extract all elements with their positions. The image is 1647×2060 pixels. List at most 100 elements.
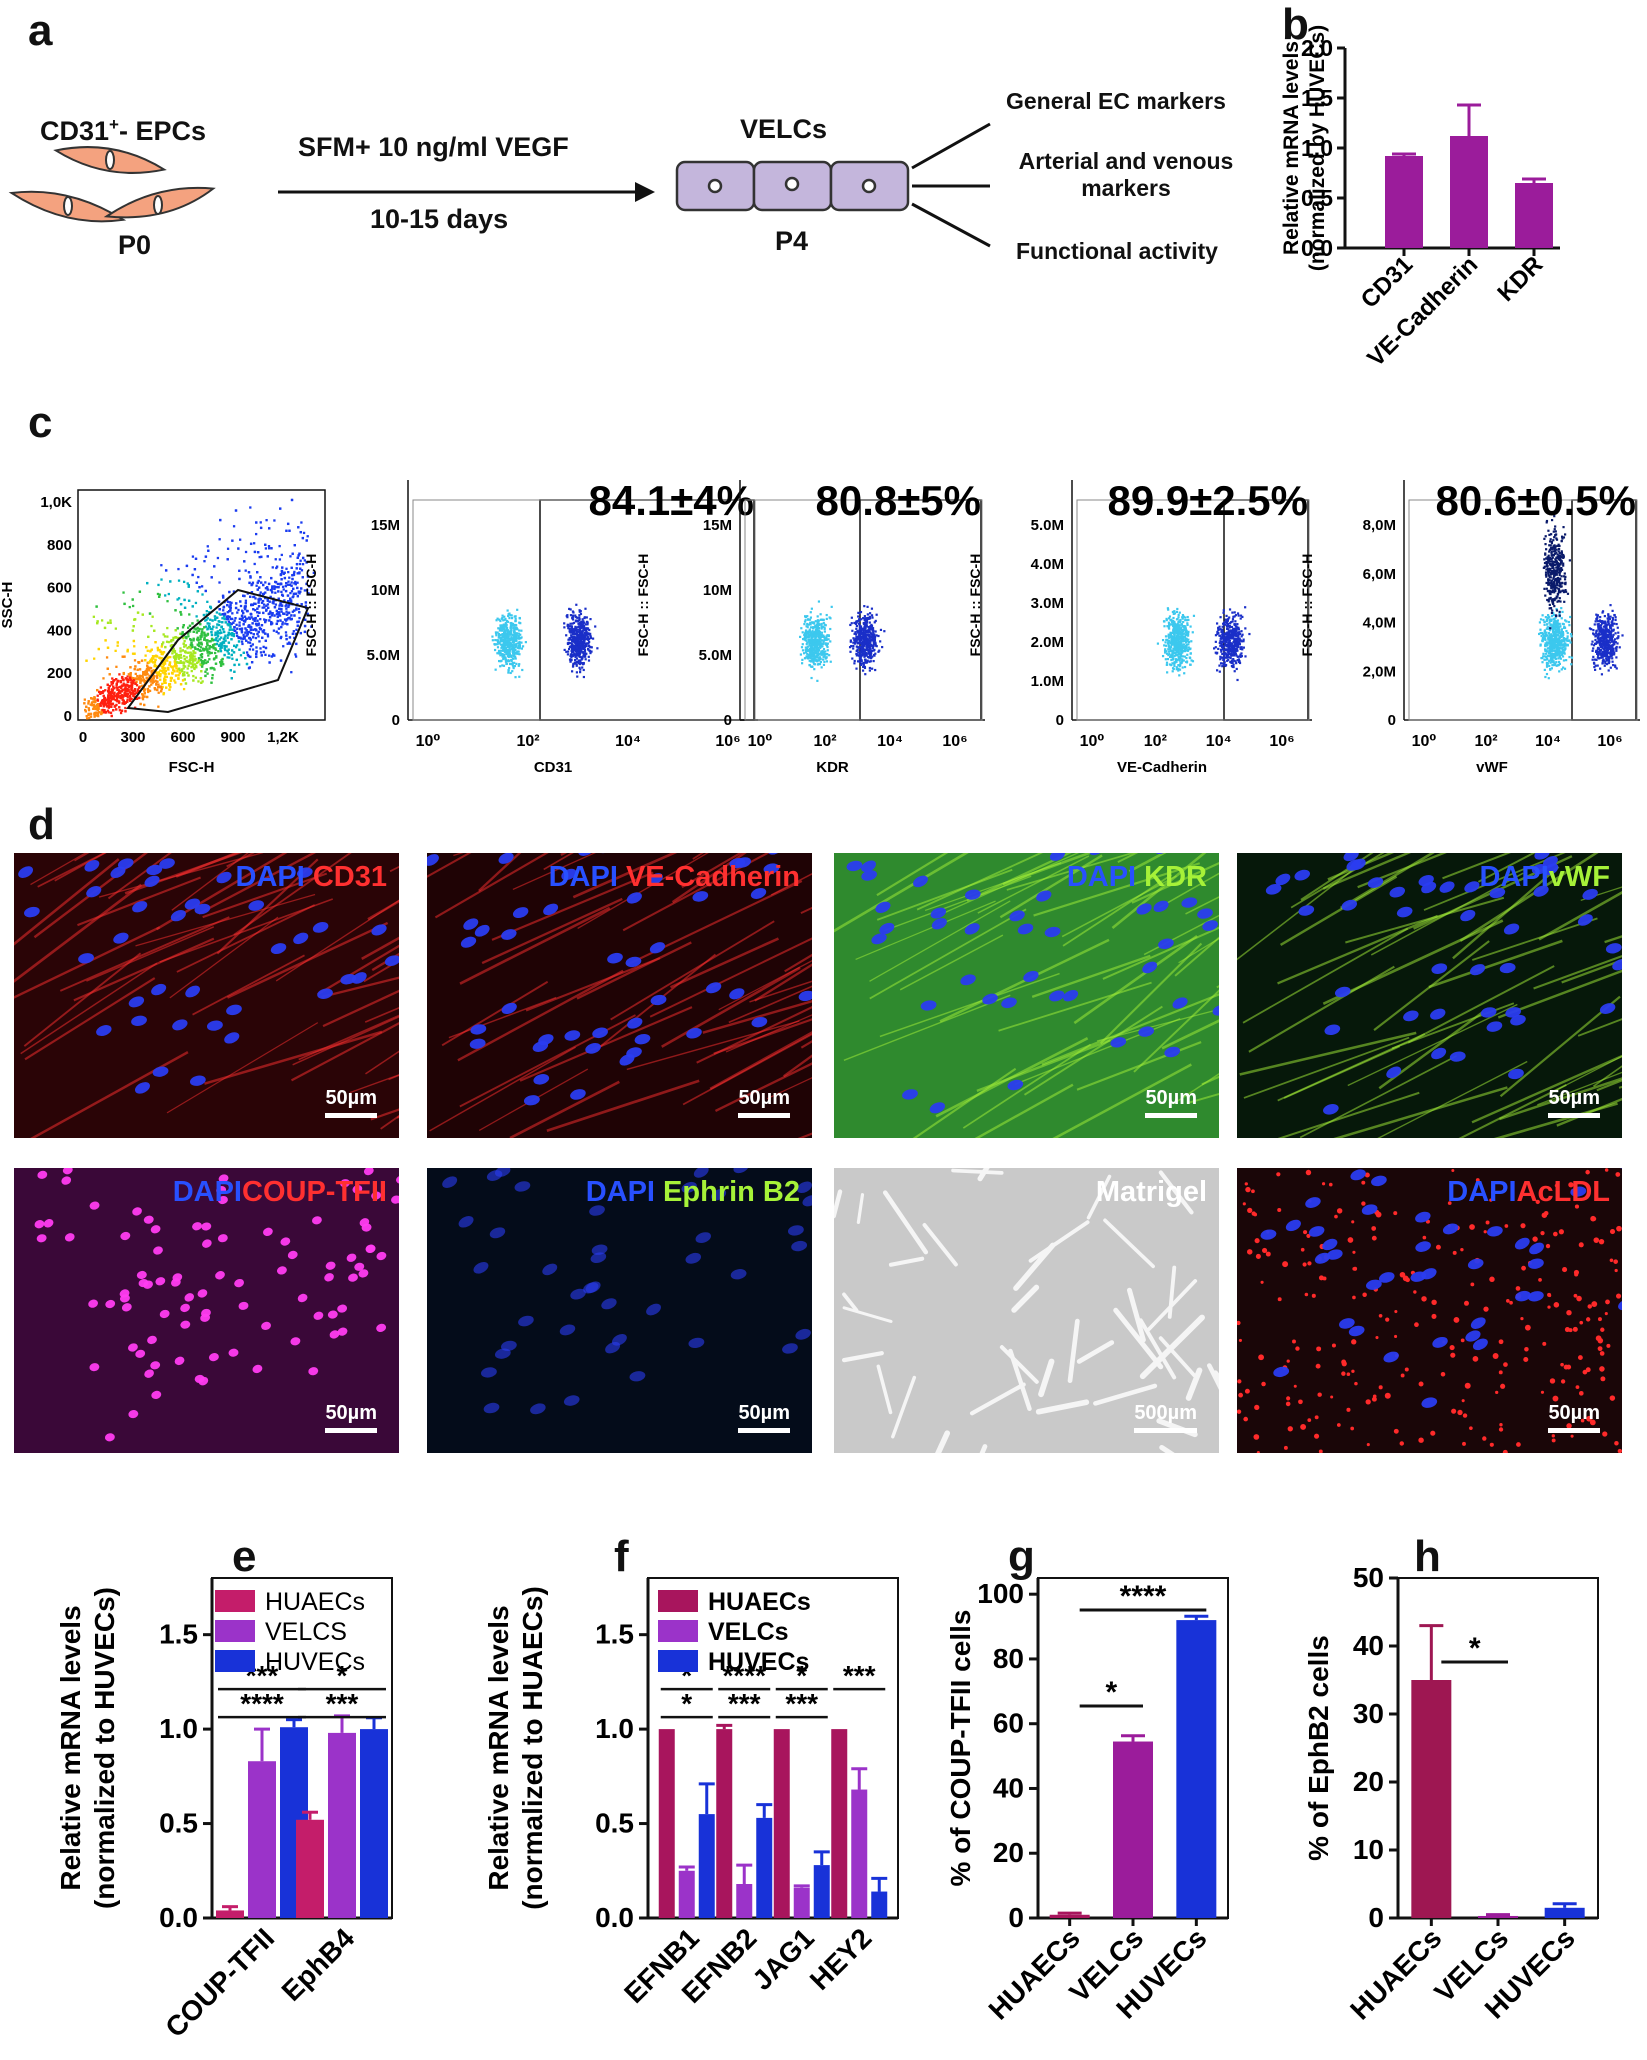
scatter-event xyxy=(192,639,195,642)
scatter-event xyxy=(262,583,265,587)
scatter-event xyxy=(197,641,201,645)
flow-event xyxy=(1179,640,1183,643)
scatter-event xyxy=(301,563,305,566)
flow-event xyxy=(515,633,518,637)
scatter-event xyxy=(271,653,275,656)
scatter-event xyxy=(274,558,277,561)
flow-event xyxy=(501,629,504,632)
epcs-label: CD31+- EPCs xyxy=(40,115,206,146)
flow-event xyxy=(510,617,514,620)
flow-event xyxy=(1242,638,1245,641)
scatter-event xyxy=(262,611,265,615)
flow-event xyxy=(866,637,869,640)
flow-event xyxy=(806,622,809,626)
flow-event xyxy=(1229,629,1233,632)
flow-event xyxy=(870,639,873,642)
flow-event xyxy=(513,623,516,627)
flow-event xyxy=(815,633,818,636)
scatter-event xyxy=(208,658,211,661)
scatter-event xyxy=(162,663,165,667)
flow-event xyxy=(500,636,503,640)
scatter-event xyxy=(92,707,95,710)
scatter-event xyxy=(141,698,145,701)
flow-event xyxy=(509,631,512,635)
flow-event xyxy=(579,635,582,638)
flow-event xyxy=(515,627,518,630)
flow-event xyxy=(858,619,861,622)
scatter-event xyxy=(177,579,181,582)
scatter-event xyxy=(190,641,193,645)
flow-event xyxy=(512,634,515,637)
flow-event xyxy=(871,667,874,670)
flow-event xyxy=(1186,615,1189,619)
flow-event xyxy=(571,654,575,657)
scatter-event xyxy=(127,680,130,684)
flow-event xyxy=(1168,639,1171,642)
flow-event xyxy=(587,644,591,648)
scatter-event xyxy=(148,612,152,615)
flow-event xyxy=(849,640,852,643)
scatter-event xyxy=(259,627,263,631)
flow-event xyxy=(578,631,582,634)
scatter-event xyxy=(117,701,121,704)
flow-event xyxy=(809,634,812,637)
flow-event xyxy=(1169,635,1173,638)
flow-event xyxy=(816,656,819,659)
flow-event xyxy=(571,614,575,617)
scatter-event xyxy=(121,694,124,697)
scatter-event xyxy=(306,535,309,538)
flow-event xyxy=(813,649,817,652)
scatter-event xyxy=(207,654,210,657)
flow-event xyxy=(1182,649,1185,653)
flow-event xyxy=(861,645,864,648)
scatter-event xyxy=(145,668,149,671)
scatter-event xyxy=(131,629,135,632)
scatter-event xyxy=(144,679,147,683)
b-y-tick-label: 1.0 xyxy=(1301,135,1333,161)
scatter-event xyxy=(192,674,195,678)
flow-event xyxy=(855,654,858,657)
flow-event xyxy=(868,629,871,632)
flow-event xyxy=(807,631,810,634)
flow-event xyxy=(870,607,874,610)
scatter-event xyxy=(255,521,258,524)
flow-event xyxy=(506,620,510,623)
scatter-event xyxy=(130,691,133,695)
flow-event xyxy=(508,662,512,666)
scatter-event xyxy=(224,639,227,642)
flow-event xyxy=(1177,664,1180,667)
flow-event xyxy=(574,655,577,659)
flow-event xyxy=(808,659,811,662)
scatter-event xyxy=(126,696,129,699)
scatter-event xyxy=(214,647,217,650)
flow-event xyxy=(866,605,869,608)
flow-event xyxy=(580,658,583,661)
scatter-event xyxy=(126,675,129,678)
flow-event xyxy=(510,642,513,645)
scatter-event xyxy=(267,545,271,548)
flow-event xyxy=(578,616,581,619)
scatter-event xyxy=(182,624,185,627)
flow-event xyxy=(819,646,822,650)
flow-event xyxy=(512,667,515,670)
scatter-y-tick: 200 xyxy=(47,665,72,682)
scatter-event xyxy=(233,625,236,629)
scatter-y-label: SSC-H xyxy=(0,582,16,629)
scatter-event xyxy=(116,679,120,683)
flow-event xyxy=(565,650,568,653)
scatter-event xyxy=(300,587,303,590)
flow-event xyxy=(580,632,584,635)
outcome-general: General EC markers xyxy=(1006,88,1226,114)
scatter-event xyxy=(156,646,159,650)
flow-event xyxy=(803,623,806,626)
scatter-event xyxy=(299,567,302,570)
scatter-event xyxy=(196,619,199,622)
scatter-event xyxy=(132,693,135,696)
scatter-event xyxy=(99,692,102,695)
scatter-event xyxy=(150,624,153,628)
scatter-event xyxy=(168,663,171,667)
b-y-tick-label: 0.0 xyxy=(1301,235,1333,261)
flow-event xyxy=(858,645,861,649)
scatter-event xyxy=(285,567,288,570)
flow-event xyxy=(855,624,858,628)
